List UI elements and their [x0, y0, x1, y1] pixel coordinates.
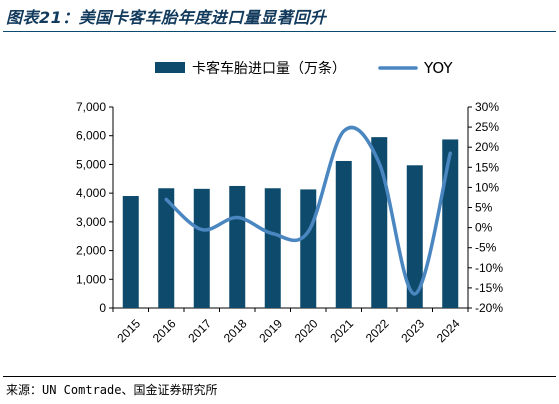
figure-title: 图表21：美国卡客车胎年度进口量显著回升	[6, 8, 327, 27]
source-note: 来源：UN Comtrade、国金证券研究所	[6, 383, 218, 397]
left-tick-label: 4,000	[76, 186, 106, 200]
bar-series	[122, 137, 459, 308]
right-tick-label: 5%	[475, 201, 493, 215]
right-tick-label: 0%	[475, 221, 493, 235]
x-tick-label: 2024	[434, 316, 463, 345]
bar	[300, 189, 317, 308]
title-divider	[3, 31, 556, 32]
bar	[229, 185, 246, 308]
left-tick-label: 5,000	[76, 157, 106, 171]
right-tick-label: -10%	[475, 261, 503, 275]
bar	[335, 160, 352, 308]
x-tick-label: 2020	[292, 316, 321, 345]
right-tick-label: 25%	[475, 120, 499, 134]
x-tick-label: 2022	[363, 316, 392, 345]
left-tick-label: 6,000	[76, 129, 106, 143]
legend-bar-swatch	[155, 62, 185, 73]
right-tick-label: 15%	[475, 160, 499, 174]
right-tick-label: -15%	[475, 281, 503, 295]
x-tick-label: 2023	[398, 316, 427, 345]
x-tick-label: 2017	[185, 316, 214, 345]
bar	[264, 188, 281, 308]
source-divider	[3, 376, 556, 377]
bar	[406, 165, 423, 308]
bar	[122, 196, 139, 308]
x-tick-label: 2018	[221, 316, 250, 345]
x-tick-label: 2019	[256, 316, 285, 345]
bar	[158, 188, 175, 308]
left-tick-label: 3,000	[76, 215, 106, 229]
legend-bar-label: 卡客车胎进口量（万条）	[192, 60, 346, 77]
right-tick-label: 10%	[475, 180, 499, 194]
left-tick-label: 2,000	[76, 244, 106, 258]
right-tick-label: 30%	[475, 100, 499, 114]
x-tick-label: 2021	[327, 316, 356, 345]
right-tick-label: -20%	[475, 301, 503, 315]
bar	[442, 139, 459, 308]
x-tick-label: 2015	[114, 316, 143, 345]
left-tick-label: 0	[99, 301, 106, 315]
yoy-line	[164, 125, 452, 296]
bar	[193, 188, 210, 308]
yoy-series	[164, 125, 452, 296]
legend: 卡客车胎进口量（万条） YOY	[155, 59, 453, 77]
left-tick-label: 1,000	[76, 272, 106, 286]
right-tick-label: 20%	[475, 140, 499, 154]
left-tick-label: 7,000	[76, 100, 106, 114]
x-tick-label: 2016	[150, 316, 179, 345]
legend-line-label: YOY	[423, 59, 453, 77]
right-tick-label: -5%	[475, 241, 497, 255]
